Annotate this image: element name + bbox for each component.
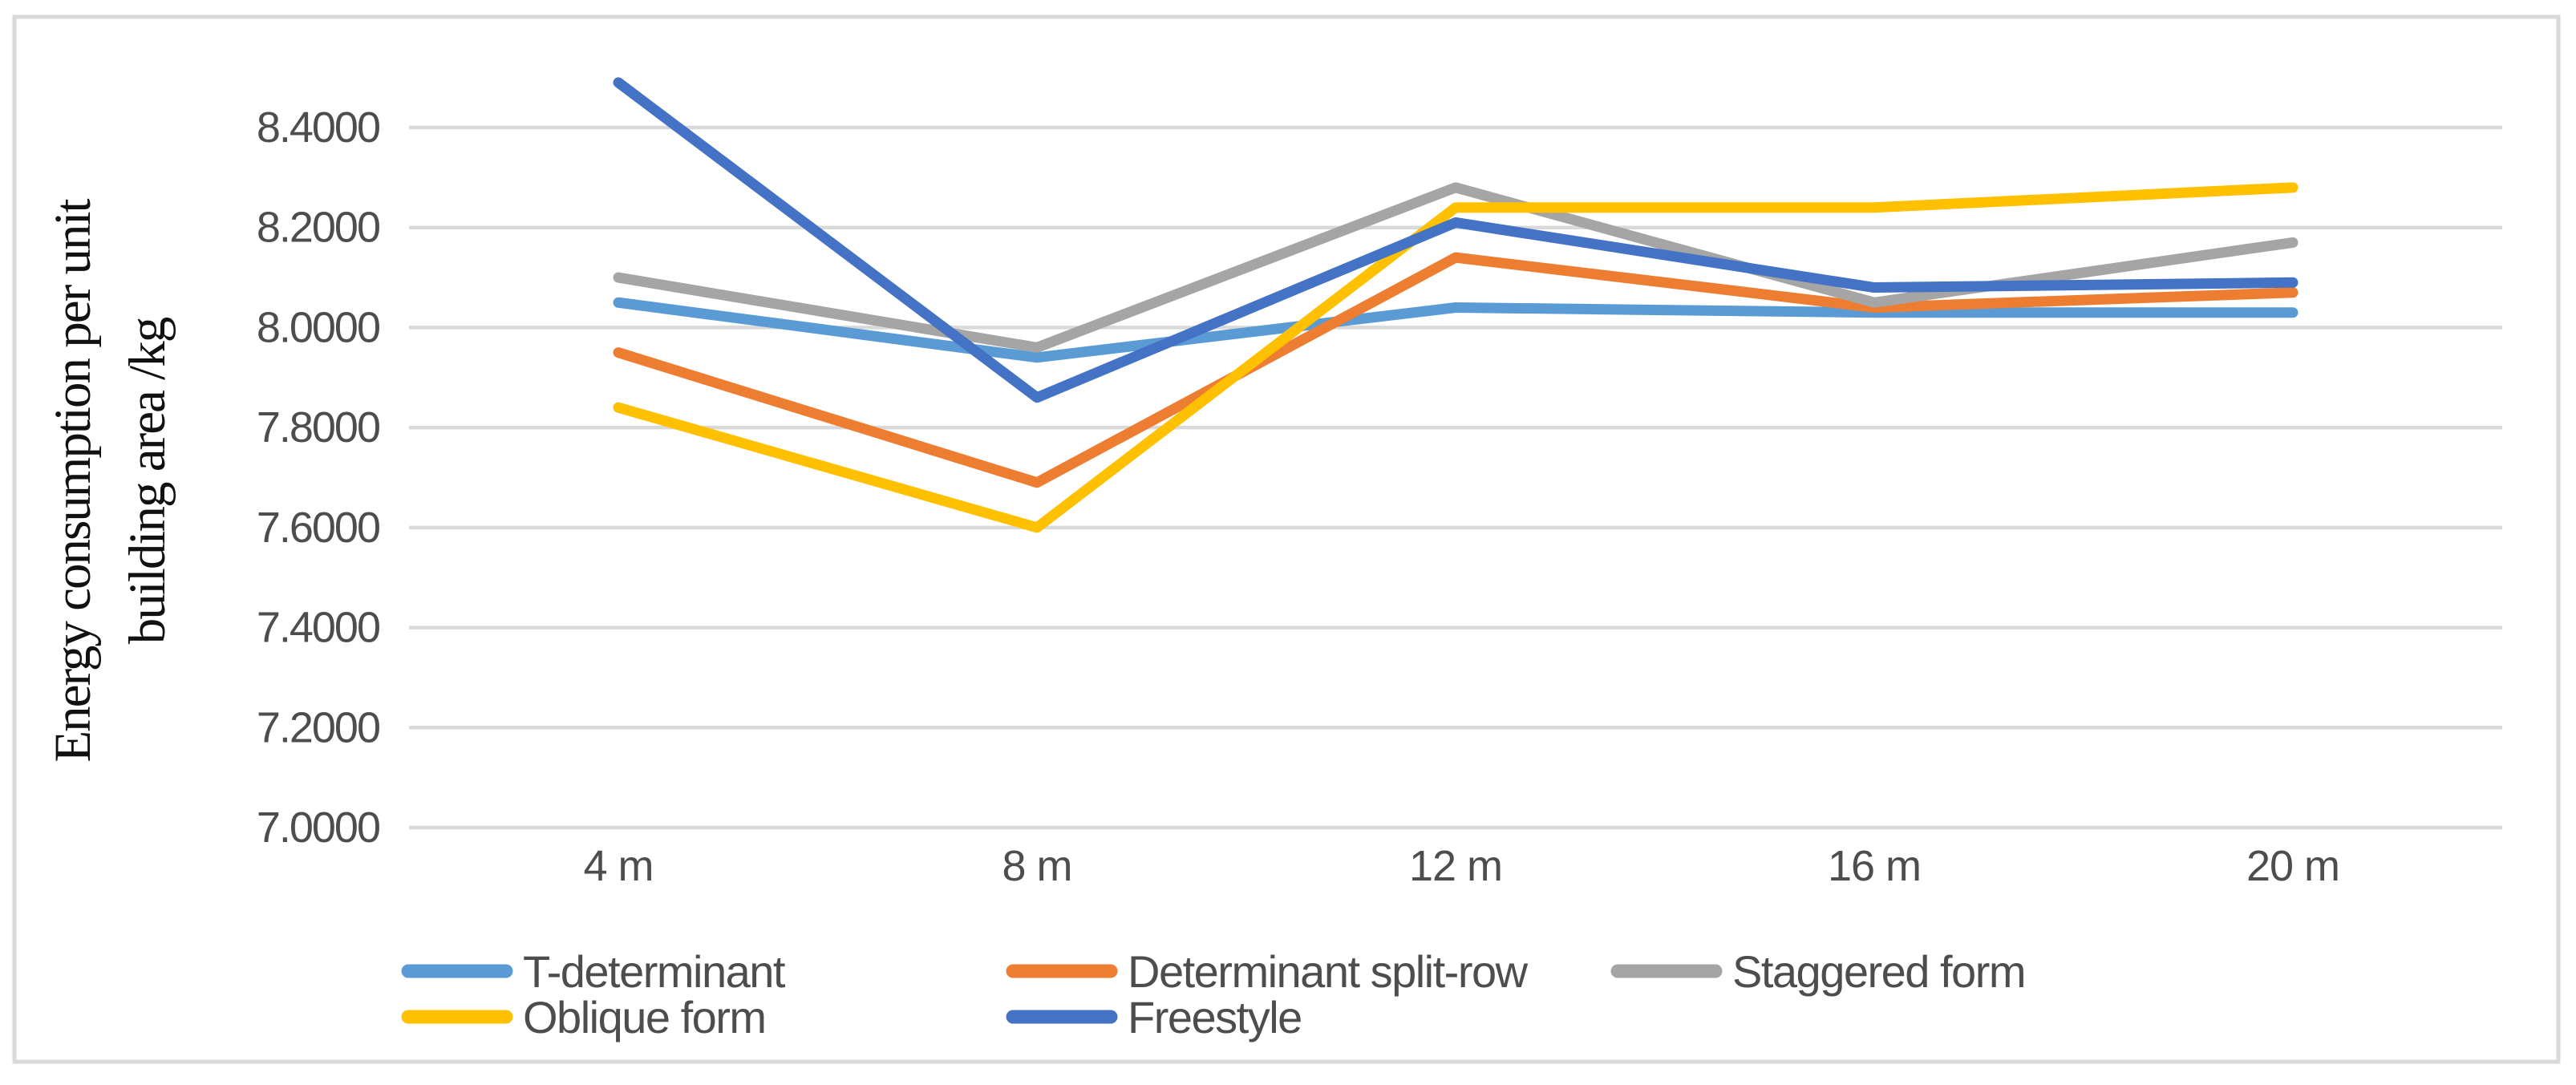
legend-item-determinant-split-row: Determinant split-row [1006, 946, 1529, 997]
y-tick-label: 7.4000 [257, 604, 379, 652]
series-line-oblique-form [613, 182, 2299, 533]
series-line-determinant-split-row [613, 252, 2299, 488]
legend-label: T-determinant [523, 946, 786, 997]
legend-item-freestyle: Freestyle [1006, 992, 1302, 1042]
legend-item-staggered-form: Staggered form [1610, 946, 2026, 997]
y-tick-label: 7.2000 [257, 703, 379, 751]
y-tick-label: 7.0000 [257, 804, 379, 852]
y-axis-tick-labels: 7.0000 7.2000 7.4000 7.6000 7.8000 8.0000 8.20… [257, 103, 381, 852]
x-axis-category-labels: 4 m 8 m 12 m 16 m 20 m [583, 842, 2340, 890]
y-tick-label: 7.6000 [257, 504, 379, 552]
series-line-freestyle [613, 77, 2299, 403]
x-category-label: 20 m [2246, 842, 2339, 890]
y-axis-title-line: building area /kg [119, 317, 176, 644]
y-axis-title-line: Energy consumption per unit [44, 198, 102, 762]
legend-label: Freestyle [1128, 992, 1302, 1042]
legend-item-oblique-form: Oblique form [401, 992, 767, 1042]
legend-label: Oblique form [523, 992, 766, 1042]
y-tick-label: 8.2000 [257, 204, 379, 252]
gridlines [409, 125, 2502, 830]
y-tick-label: 7.8000 [257, 403, 379, 451]
chart-border [12, 14, 2561, 1064]
legend-label: Determinant split-row [1128, 946, 1529, 997]
series-lines [613, 77, 2299, 533]
x-category-label: 16 m [1828, 842, 1921, 890]
x-category-label: 8 m [1002, 842, 1071, 890]
y-axis-title: Energy consumption per unit building area… [44, 198, 176, 762]
legend: T-determinant Determinant split-row Stagge… [401, 946, 2026, 1042]
legend-item-t-determinant: T-determinant [401, 946, 787, 997]
y-tick-label: 8.0000 [257, 303, 379, 351]
series-line-t-determinant [613, 297, 2299, 363]
x-category-label: 12 m [1409, 842, 1502, 890]
y-tick-label: 8.4000 [257, 103, 379, 152]
x-category-label: 4 m [583, 842, 653, 890]
legend-label: Staggered form [1732, 946, 2025, 997]
